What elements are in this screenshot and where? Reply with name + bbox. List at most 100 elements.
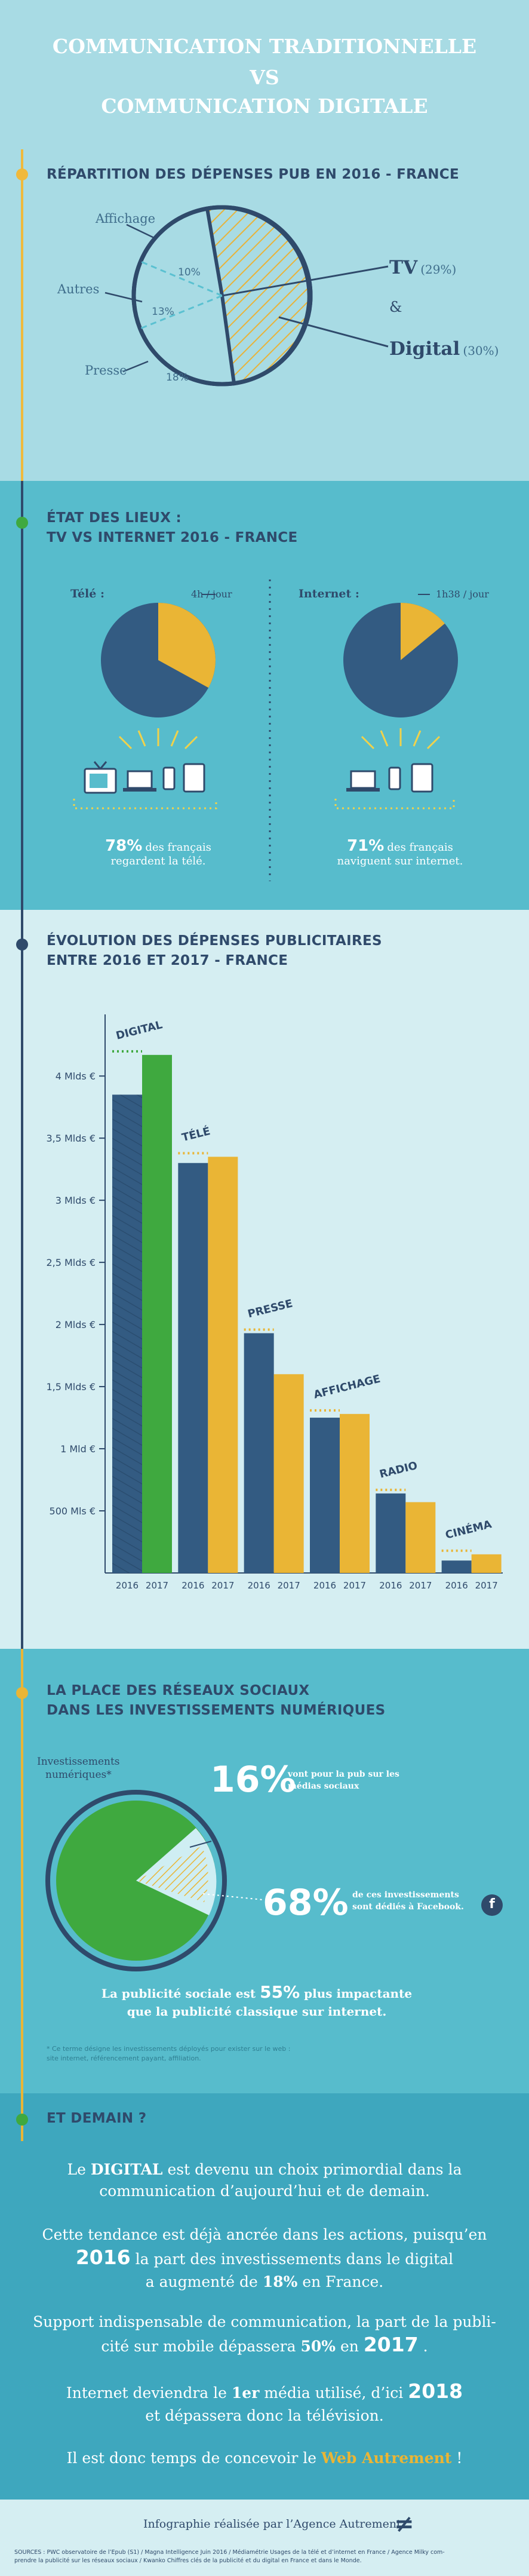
p2-c: a augmenté de bbox=[145, 2273, 258, 2290]
section-social-networks: LA PLACE DES RÉSEAUX SOCIAUX DANS LES IN… bbox=[0, 1649, 529, 2093]
header-line2: VS bbox=[250, 66, 279, 89]
inv-label-line2: numériques* bbox=[45, 1769, 112, 1781]
bar-2017-3 bbox=[273, 1374, 304, 1573]
legend-digital-label: Digital bbox=[389, 338, 460, 360]
agency-logo: ≠ bbox=[394, 2510, 414, 2538]
p3-year: 2017 bbox=[363, 2333, 419, 2356]
label-autres: Autres bbox=[57, 282, 100, 296]
legend-amp: & bbox=[389, 299, 402, 315]
footer-sources: SOURCES : PWC observatoire de l’Epub (S1… bbox=[14, 2549, 516, 2565]
internet-devices-icons bbox=[334, 763, 455, 809]
section-title-line1: ÉVOLUTION DES DÉPENSES PUBLICITAIRES bbox=[47, 933, 382, 949]
footnote: * Ce terme désigne les investissements d… bbox=[47, 2044, 290, 2063]
stat-16-text: vont pour la pub sur les médias sociaux bbox=[288, 1768, 399, 1792]
timeline-dot bbox=[16, 168, 28, 180]
timeline-dot bbox=[16, 517, 28, 529]
p1-d: communication d’aujourd’hui et de demain… bbox=[99, 2182, 430, 2200]
y-tick-label: 2 Mlds € bbox=[56, 1319, 96, 1330]
timeline-dot bbox=[16, 2114, 28, 2126]
pct-autres: 13% bbox=[152, 306, 174, 318]
section-title: LA PLACE DES RÉSEAUX SOCIAUX DANS LES IN… bbox=[47, 1681, 386, 1721]
callout-affichage bbox=[126, 223, 157, 240]
category-label: TÉLÉ bbox=[180, 1124, 211, 1144]
footer-credit: Infographie réalisée par l’Agence Autrem… bbox=[143, 2517, 401, 2531]
p3-d: . bbox=[423, 2338, 428, 2355]
legend-digital-pct: (30%) bbox=[463, 344, 499, 358]
timeline-line bbox=[21, 149, 23, 481]
inv-label: Investissements numériques* bbox=[37, 1755, 120, 1781]
y-tick-label: 1,5 Mlds € bbox=[46, 1381, 96, 1393]
x-tick-label: 2017 bbox=[409, 1580, 432, 1591]
section-title-line2: ENTRE 2016 ET 2017 - FRANCE bbox=[47, 953, 288, 968]
section-title-line2: DANS LES INVESTISSEMENTS NUMÉRIQUES bbox=[47, 1703, 386, 1718]
p5-c: ! bbox=[456, 2449, 463, 2467]
p3-pct: 50% bbox=[300, 2338, 336, 2355]
impact-text: La publicité sociale est 55% plus impact… bbox=[72, 1983, 442, 2020]
inv-label-line1: Investissements bbox=[37, 1756, 120, 1768]
p4-b: 1er bbox=[231, 2384, 260, 2402]
callout-autres bbox=[104, 292, 143, 303]
x-tick-label: 2017 bbox=[211, 1580, 234, 1591]
bar-2017-1 bbox=[142, 1054, 172, 1573]
p2-a: Cette tendance est déjà ancrée dans les … bbox=[42, 2226, 487, 2243]
sources-line2: prendre la publicité sur les réseaux soc… bbox=[14, 2557, 362, 2564]
section-spending-2016: RÉPARTITION DES DÉPENSES PUB EN 2016 - F… bbox=[0, 149, 529, 481]
tele-pie-slice bbox=[158, 603, 216, 688]
internet-stat: 71% des français naviguent sur internet. bbox=[310, 837, 490, 867]
impact-a: La publicité sociale est bbox=[101, 1986, 256, 2001]
internet-pie-slice bbox=[401, 603, 445, 660]
p2-b: la part des investissements dans le digi… bbox=[135, 2250, 454, 2268]
bar-2016-6 bbox=[441, 1560, 472, 1573]
x-tick-label: 2016 bbox=[445, 1580, 468, 1591]
category-label: PRESSE bbox=[247, 1298, 294, 1321]
x-tick-label: 2017 bbox=[343, 1580, 366, 1591]
social-pie-ring bbox=[45, 1790, 227, 1971]
tele-devices-icons bbox=[73, 761, 217, 809]
x-tick-label: 2016 bbox=[116, 1580, 139, 1591]
timeline-line bbox=[21, 910, 23, 1649]
y-tick-label: 1 Mld € bbox=[60, 1443, 96, 1455]
y-tick-label: 3,5 Mlds € bbox=[46, 1133, 96, 1144]
y-tick-label: 500 Mls € bbox=[50, 1505, 96, 1517]
section-title-line2: TV VS INTERNET 2016 - FRANCE bbox=[47, 530, 298, 545]
x-tick-label: 2017 bbox=[475, 1580, 498, 1591]
legend-tv-pct: (29%) bbox=[420, 262, 457, 277]
callout-tv bbox=[222, 265, 389, 297]
section-ad-spend-evolution: ÉVOLUTION DES DÉPENSES PUBLICITAIRES ENT… bbox=[0, 910, 529, 1649]
p2-year: 2016 bbox=[75, 2246, 131, 2269]
section-title-line1: ÉTAT DES LIEUX : bbox=[47, 510, 182, 526]
callout-16 bbox=[189, 1841, 212, 1848]
x-tick-label: 2016 bbox=[313, 1580, 336, 1591]
internet-bracket bbox=[334, 799, 455, 809]
bar-2017-2 bbox=[208, 1157, 238, 1573]
impact-pct: 55% bbox=[260, 1982, 300, 2002]
x-tick-label: 2016 bbox=[182, 1580, 204, 1591]
p2-pct: 18% bbox=[262, 2273, 298, 2290]
tele-stat-text2: regardent la télé. bbox=[110, 855, 206, 867]
bar-chart: 500 Mls € 1 Mld € 1,5 Mlds € 2 Mlds € 2,5 Ml… bbox=[46, 1014, 503, 1591]
x-tick-label: 2017 bbox=[278, 1580, 300, 1591]
legend-digital: Digital (30%) bbox=[389, 338, 499, 360]
bar-2016-3 bbox=[244, 1333, 274, 1573]
header-line1: COMMUNICATION TRADITIONNELLE bbox=[52, 35, 477, 58]
tele-bracket bbox=[73, 799, 217, 809]
internet-label: Internet : bbox=[299, 587, 359, 600]
bar-2016-2 bbox=[178, 1163, 208, 1573]
legend-tv: TV (29%) bbox=[389, 257, 456, 278]
tele-label: Télé : bbox=[70, 587, 104, 600]
phone-icon bbox=[162, 766, 176, 790]
internet-stat-value: 71% bbox=[347, 837, 385, 855]
section-title: ÉVOLUTION DES DÉPENSES PUBLICITAIRES ENT… bbox=[47, 931, 382, 971]
laptop-icon bbox=[127, 770, 153, 789]
header-line3: COMMUNICATION DIGITALE bbox=[101, 94, 428, 118]
callout-presse bbox=[122, 360, 149, 373]
tele-rays bbox=[118, 728, 198, 750]
label-presse: Presse bbox=[85, 363, 127, 378]
legend-tv-label: TV bbox=[389, 257, 418, 278]
section-tomorrow: ET DEMAIN ? Le DIGITAL est devenu un cho… bbox=[0, 2093, 529, 2500]
section-title: ÉTAT DES LIEUX : TV VS INTERNET 2016 - F… bbox=[47, 508, 297, 548]
laptop-icon bbox=[350, 770, 376, 789]
section-title-line1: LA PLACE DES RÉSEAUX SOCIAUX bbox=[47, 1683, 310, 1698]
tablet-icon bbox=[183, 763, 205, 793]
p1-a: Le bbox=[67, 2161, 86, 2178]
